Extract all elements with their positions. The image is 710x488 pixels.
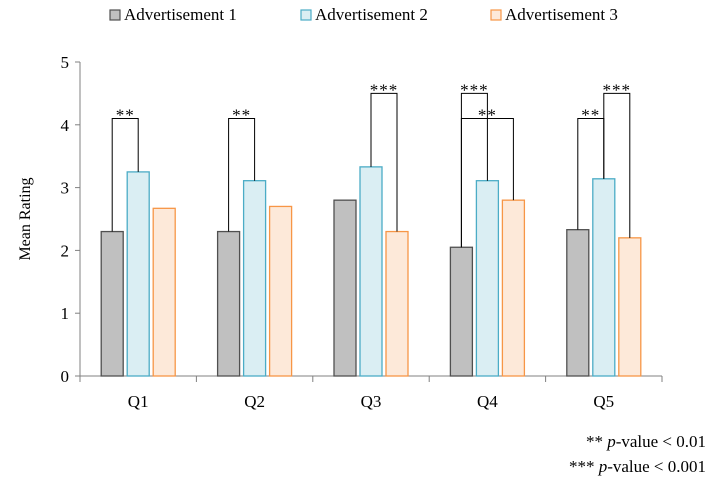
legend-label-3: Advertisement 3 <box>505 5 618 24</box>
legend-label-2: Advertisement 2 <box>315 5 428 24</box>
bar-q5-series-2 <box>592 178 616 377</box>
significance-label: *** <box>370 80 399 99</box>
significance-label: *** <box>603 80 632 99</box>
p-value-note: ** p-value < 0.01 <box>586 432 706 451</box>
bar-q4-series-3 <box>501 199 526 377</box>
legend-swatch-1 <box>109 9 121 21</box>
note-p: p <box>598 457 608 476</box>
significance-label: ** <box>581 106 600 125</box>
bar-q3-series-2 <box>359 166 383 377</box>
significance-bracket <box>603 92 631 238</box>
y-tick-label: 1 <box>61 304 70 323</box>
bar-q2-series-3 <box>268 205 293 377</box>
y-tick-label: 4 <box>61 116 70 135</box>
significance-label: *** <box>460 80 489 99</box>
bar-q1-series-3 <box>152 207 176 377</box>
x-tick-label: Q4 <box>477 392 498 411</box>
p-value-note: *** p-value < 0.001 <box>569 457 706 476</box>
significance-bracket <box>460 118 514 248</box>
significance-bracket <box>228 118 256 232</box>
significance-label: ** <box>116 106 135 125</box>
bar-q1-series-1 <box>100 230 124 377</box>
x-tick-label: Q2 <box>244 392 265 411</box>
x-tick-label: Q5 <box>593 392 614 411</box>
bar-q2-series-2 <box>242 180 267 377</box>
note-p: p <box>606 432 616 451</box>
legend-label-1: Advertisement 1 <box>124 5 237 24</box>
note-stars: *** <box>569 457 599 476</box>
legend-swatch-2 <box>300 9 312 21</box>
legend-swatch-3 <box>490 9 502 21</box>
y-tick-label: 3 <box>61 179 70 198</box>
significance-bracket <box>111 118 139 232</box>
p-value-notes: ** p-value < 0.01*** p-value < 0.001 <box>569 432 706 476</box>
bars <box>100 166 642 377</box>
bar-q5-series-3 <box>618 237 642 377</box>
bar-q2-series-1 <box>216 230 241 377</box>
note-stars: ** <box>586 432 607 451</box>
y-tick-label: 2 <box>61 241 70 260</box>
note-value: -value < 0.001 <box>607 457 706 476</box>
bar-q1-series-2 <box>126 171 150 377</box>
note-value: -value < 0.01 <box>616 432 706 451</box>
significance-label: ** <box>232 106 251 125</box>
bar-q4-series-1 <box>449 246 474 377</box>
significance-bracket <box>370 92 398 232</box>
bar-q3-series-3 <box>385 230 409 377</box>
legend: Advertisement 1 Advertisement 2 Advertisem… <box>109 5 618 24</box>
y-tick-label: 0 <box>61 367 70 386</box>
y-tick-label: 5 <box>61 53 70 72</box>
x-tick-label: Q1 <box>128 392 149 411</box>
bar-q3-series-1 <box>333 199 357 377</box>
y-axis-title: Mean Rating <box>17 177 34 260</box>
bar-q4-series-2 <box>475 180 500 377</box>
bar-q5-series-1 <box>566 229 590 377</box>
axes: 0 1 2 3 4 5 Q1 Q2 Q3 Q4 Q5 Mean Rating <box>17 53 663 411</box>
x-tick-label: Q3 <box>361 392 382 411</box>
significance-label: ** <box>478 106 497 125</box>
significance-brackets: ** ***** ***** ***** <box>111 80 632 248</box>
